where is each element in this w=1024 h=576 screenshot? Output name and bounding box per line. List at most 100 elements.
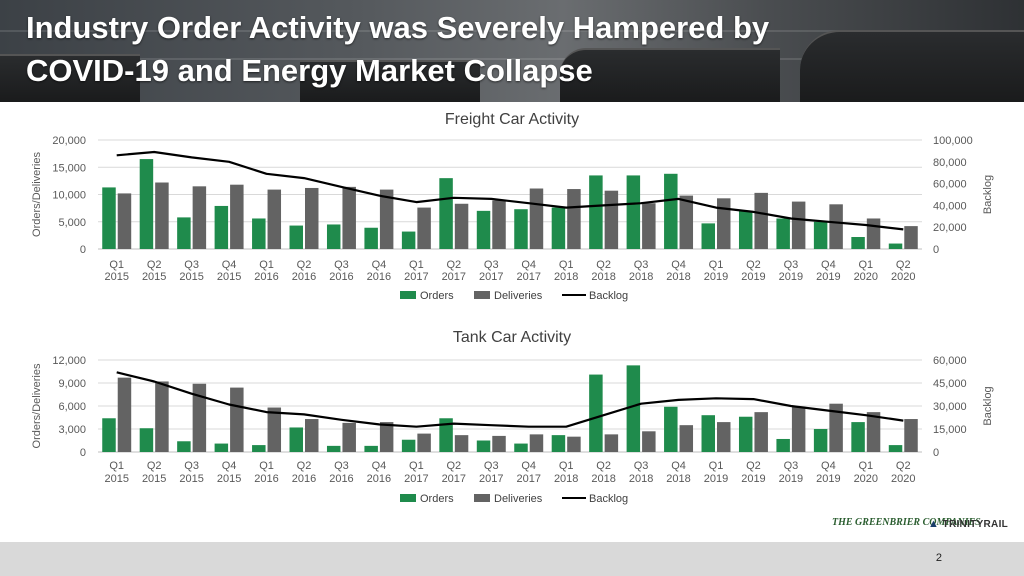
x-tick-year: 2015 — [217, 473, 241, 485]
y-tick-label: 20,000 — [52, 135, 86, 147]
orders-bar — [364, 227, 378, 249]
title-line-2: COVID-19 and Energy Market Collapse — [26, 53, 593, 88]
deliveries-bar — [829, 204, 843, 249]
x-tick-year: 2018 — [666, 473, 690, 485]
x-tick-quarter: Q1 — [559, 460, 574, 472]
x-tick-quarter: Q4 — [222, 460, 237, 472]
deliveries-bar — [904, 419, 918, 452]
y-tick-label: 3,000 — [58, 424, 86, 436]
x-tick-quarter: Q4 — [372, 259, 387, 271]
chart-title: Freight Car Activity — [445, 111, 579, 128]
orders-bar — [514, 209, 528, 249]
legend-orders-swatch — [400, 494, 416, 502]
x-tick-quarter: Q2 — [746, 460, 761, 472]
x-tick-year: 2018 — [666, 271, 690, 283]
deliveries-bar — [604, 434, 619, 452]
orders-bar — [551, 435, 566, 452]
deliveries-bar — [230, 387, 244, 452]
x-tick-year: 2020 — [854, 271, 878, 283]
y2-tick-label: 100,000 — [933, 135, 973, 147]
orders-bar — [139, 428, 154, 452]
y2-tick-label: 20,000 — [933, 222, 967, 234]
orders-bar — [626, 175, 641, 249]
x-tick-year: 2018 — [554, 271, 578, 283]
x-tick-quarter: Q2 — [147, 259, 162, 271]
deliveries-bar — [679, 195, 694, 249]
x-tick-year: 2020 — [854, 473, 878, 485]
orders-bar — [289, 225, 303, 249]
legend-deliveries-label: Deliveries — [494, 290, 543, 302]
x-tick-year: 2019 — [779, 473, 803, 485]
x-tick-quarter: Q2 — [746, 259, 761, 271]
deliveries-bar — [717, 422, 731, 452]
x-tick-quarter: Q1 — [858, 259, 873, 271]
x-tick-year: 2017 — [404, 473, 428, 485]
orders-bar — [626, 365, 641, 452]
deliveries-bar — [642, 203, 656, 249]
x-tick-year: 2015 — [142, 473, 166, 485]
greenbrier-logo: THE GREENBRIER COMPANIES — [832, 517, 981, 528]
y-tick-label: 9,000 — [58, 378, 86, 390]
deliveries-bar — [492, 200, 506, 249]
x-tick-quarter: Q4 — [521, 460, 536, 472]
x-tick-quarter: Q2 — [596, 460, 611, 472]
deliveries-bar — [267, 189, 282, 249]
x-tick-year: 2015 — [104, 271, 128, 283]
orders-bar — [776, 218, 790, 249]
y2-tick-label: 0 — [933, 447, 939, 459]
deliveries-bar — [417, 207, 431, 249]
deliveries-bar — [305, 187, 319, 249]
orders-bar — [139, 159, 154, 249]
trinity-triangle-icon: ▲ — [928, 518, 943, 530]
x-tick-quarter: Q2 — [147, 460, 162, 472]
deliveries-bar — [642, 431, 656, 452]
deliveries-bar — [342, 186, 356, 249]
orders-bar — [476, 440, 491, 452]
backlog-line — [116, 150, 904, 231]
orders-bar — [289, 427, 303, 452]
deliveries-bar — [754, 412, 768, 452]
x-tick-year: 2017 — [479, 271, 503, 283]
x-tick-year: 2019 — [704, 473, 728, 485]
deliveries-bar — [454, 435, 469, 452]
y-tick-label: 5,000 — [58, 217, 86, 229]
orders-bar — [888, 243, 903, 249]
x-tick-year: 2018 — [554, 473, 578, 485]
backlog-line — [116, 371, 904, 428]
y2-axis-label: Backlog — [982, 175, 994, 214]
y2-axis-label: Backlog — [982, 386, 994, 425]
header-banner: Industry Order Activity was Severely Ham… — [0, 0, 1024, 102]
deliveries-bar — [492, 435, 506, 452]
legend-orders-label: Orders — [420, 493, 454, 505]
deliveries-bar — [529, 434, 544, 452]
x-tick-year: 2016 — [254, 473, 278, 485]
x-tick-quarter: Q4 — [372, 460, 387, 472]
deliveries-bar — [754, 192, 768, 249]
x-tick-year: 2016 — [329, 271, 353, 283]
orders-bar — [177, 441, 191, 452]
x-tick-year: 2019 — [779, 271, 803, 283]
orders-bar — [326, 224, 341, 249]
x-tick-quarter: Q1 — [858, 460, 873, 472]
x-tick-quarter: Q4 — [222, 259, 237, 271]
orders-bar — [589, 374, 603, 452]
orders-bar — [701, 223, 715, 249]
x-tick-year: 2017 — [404, 271, 428, 283]
deliveries-bar — [192, 383, 207, 452]
x-tick-year: 2015 — [179, 473, 203, 485]
orders-bar — [701, 415, 715, 452]
orders-bar — [326, 445, 341, 452]
legend-deliveries-swatch — [474, 291, 490, 299]
x-tick-year: 2020 — [891, 271, 915, 283]
x-tick-year: 2016 — [367, 271, 391, 283]
y2-tick-label: 15,000 — [933, 424, 967, 436]
orders-bar — [102, 187, 116, 249]
x-tick-year: 2019 — [741, 271, 765, 283]
y2-tick-label: 60,000 — [933, 355, 967, 367]
orders-bar — [252, 445, 266, 452]
orders-bar — [851, 237, 865, 249]
y2-tick-label: 30,000 — [933, 401, 967, 413]
orders-bar — [364, 445, 378, 452]
trinityrail-logo-text: TRINITYRAIL — [942, 519, 1009, 530]
deliveries-bar — [117, 377, 132, 452]
